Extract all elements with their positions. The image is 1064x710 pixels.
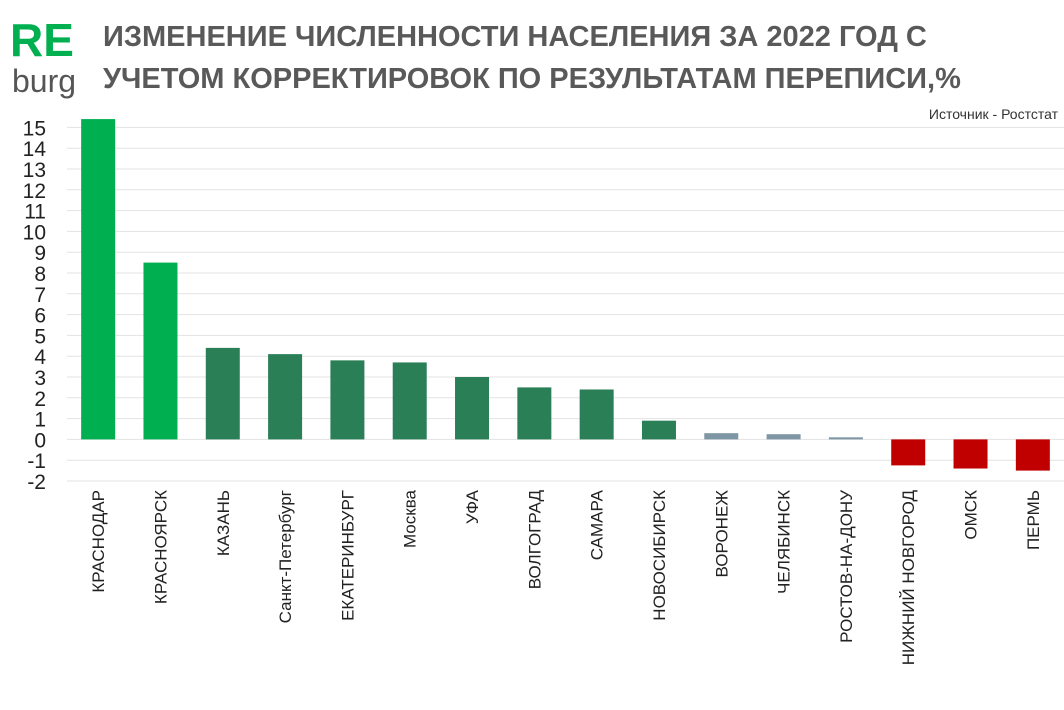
x-tick-label: КРАСНОЯРСК: [151, 490, 170, 604]
x-tick-label: Москва: [401, 489, 420, 548]
x-tick-label: САМАРА: [588, 489, 607, 560]
bar: [828, 437, 863, 440]
y-tick-label: 8: [34, 263, 46, 286]
y-tick-label: 3: [34, 367, 46, 390]
bar: [143, 262, 178, 440]
y-tick-label: 13: [23, 159, 46, 182]
bar: [268, 354, 303, 440]
y-tick-label: -2: [27, 471, 46, 494]
y-tick-label: 11: [24, 201, 46, 224]
x-tick-label: ПЕРМЬ: [1024, 490, 1043, 550]
x-tick-label: ЧЕЛЯБИНСК: [775, 490, 794, 594]
bar: [953, 439, 988, 469]
x-tick-label: ЕКАТЕРИНБУРГ: [338, 490, 357, 621]
logo-text: burg: [12, 63, 76, 99]
bar: [205, 347, 240, 440]
y-tick-label: 2: [34, 388, 46, 411]
y-tick-label: 1: [34, 409, 46, 432]
x-tick-label: Санкт-Петербург: [276, 490, 295, 623]
bar: [81, 119, 116, 440]
y-tick-label: 0: [34, 429, 46, 452]
bar: [891, 439, 926, 466]
y-tick-label: 5: [34, 325, 46, 348]
y-tick-label: 12: [23, 180, 46, 203]
bar: [766, 434, 801, 440]
y-tick-label: 15: [23, 117, 46, 140]
bar: [579, 389, 614, 440]
x-tick-label: НОВОСИБИРСК: [650, 490, 669, 621]
y-tick-label: 9: [34, 242, 46, 265]
source-note: Источник - Ростстат: [929, 106, 1059, 122]
y-tick-label: 4: [34, 346, 46, 369]
x-tick-label: КАЗАНЬ: [214, 490, 233, 556]
bar: [330, 360, 365, 440]
bar: [704, 433, 739, 440]
x-tick-label: РОСТОВ-НА-ДОНУ: [837, 490, 856, 643]
bar: [517, 387, 552, 440]
bar: [641, 420, 676, 440]
chart-title: УЧЕТОМ КОРРЕКТИРОВОК ПО РЕЗУЛЬТАТАМ ПЕРЕ…: [103, 63, 961, 95]
logo-mark: RE: [10, 14, 74, 66]
y-tick-label: 10: [23, 221, 46, 244]
x-tick-label: КРАСНОДАР: [89, 490, 108, 593]
bar: [1015, 439, 1050, 471]
bar: [392, 362, 427, 440]
chart-title: ИЗМЕНЕНИЕ ЧИСЛЕННОСТИ НАСЕЛЕНИЯ ЗА 2022 …: [103, 21, 927, 53]
x-tick-label: ВОЛГОГРАД: [525, 490, 544, 590]
y-tick-label: 14: [23, 138, 47, 161]
x-tick-label: НИЖНИЙ НОВГОРОД: [899, 490, 918, 666]
bar: [455, 377, 490, 440]
y-tick-label: -1: [27, 450, 46, 473]
y-tick-label: 6: [34, 305, 46, 328]
y-tick-label: 7: [34, 284, 46, 307]
x-tick-label: ВОРОНЕЖ: [712, 490, 731, 578]
x-tick-label: УФА: [463, 489, 482, 524]
x-tick-label: ОМСК: [962, 490, 981, 540]
